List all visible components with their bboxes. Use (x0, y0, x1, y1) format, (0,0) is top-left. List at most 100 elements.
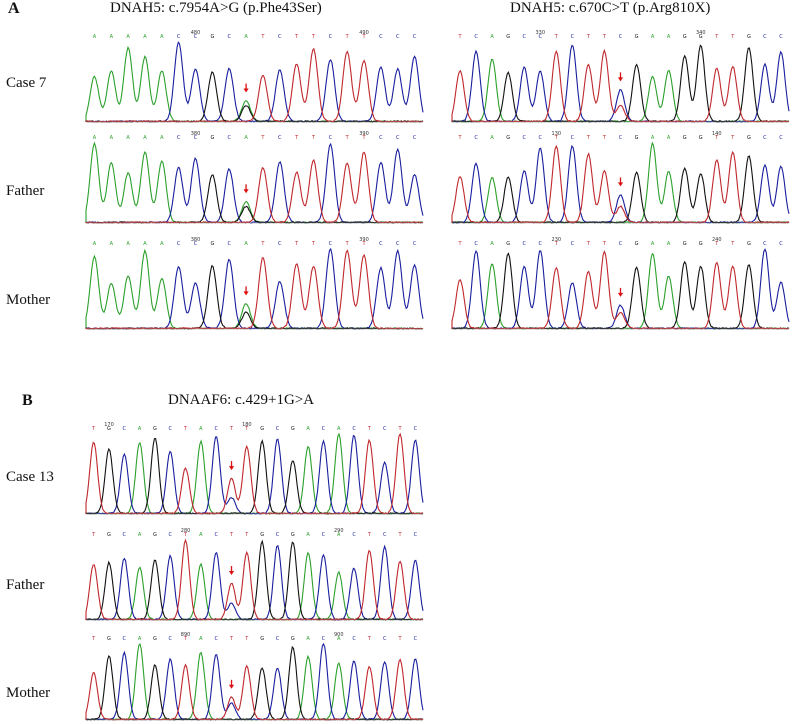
sequence-position-number: 340 (696, 30, 706, 36)
base-call-letter: A (138, 532, 142, 538)
sequence-position-number: 380 (191, 131, 201, 137)
base-call-letter: A (244, 34, 248, 40)
base-call-letter: T (397, 636, 402, 642)
base-call-letter: T (367, 532, 372, 538)
base-call-letter: G (683, 34, 687, 40)
base-call-letter: G (210, 34, 214, 40)
base-call-letter: C (123, 636, 127, 642)
trace-channel-a (451, 58, 789, 123)
base-call-letter: A (126, 34, 130, 40)
base-call-letter: C (779, 34, 783, 40)
base-call-letter: C (194, 241, 198, 247)
base-call-letter: T (294, 34, 299, 40)
base-call-letter: A (490, 241, 494, 247)
base-call-letter: C (177, 135, 181, 141)
base-call-letter: T (602, 135, 607, 141)
base-call-letter: T (244, 426, 249, 432)
base-call-letter: C (322, 426, 326, 432)
trace-channel-g (451, 252, 790, 330)
base-call-letter: C (522, 34, 526, 40)
sequence-position-number: 330 (535, 30, 545, 36)
base-call-letter: T (602, 34, 607, 40)
sequence-position-number: 280 (181, 528, 191, 534)
variant-arrow-icon (228, 566, 235, 576)
base-call-letter: C (214, 636, 218, 642)
base-call-letter: T (244, 636, 249, 642)
base-call-letter: A (160, 135, 164, 141)
base-call-letter: T (367, 636, 372, 642)
base-call-letter: T (397, 532, 402, 538)
base-call-letter: C (763, 34, 767, 40)
base-call-letter: C (619, 34, 623, 40)
base-call-letter: A (490, 135, 494, 141)
base-call-letter: T (229, 426, 234, 432)
base-call-letter: C (571, 135, 575, 141)
base-call-letter: C (227, 34, 231, 40)
base-call-letter: A (667, 135, 671, 141)
sequence-position-number: 230 (552, 237, 562, 243)
base-call-letter: A (93, 241, 97, 247)
chromatogram-mother-dnah5-arg810x: T C A G C C T C T T C G A A G G T T G C C 230 240 (451, 237, 790, 330)
base-call-letter: A (110, 135, 114, 141)
base-call-letter: T (311, 241, 316, 247)
base-call-letter: A (126, 241, 130, 247)
base-call-letter: A (93, 34, 97, 40)
sequence-position-number: 900 (334, 632, 344, 638)
base-call-letter: C (123, 426, 127, 432)
base-call-letter: G (747, 135, 751, 141)
base-call-letter: T (260, 34, 265, 40)
base-call-letter: A (244, 135, 248, 141)
base-call-letter: T (730, 34, 735, 40)
base-call-letter: A (110, 34, 114, 40)
variant-arrow-icon (228, 461, 235, 471)
base-call-letter: C (123, 532, 127, 538)
base-call-letter: C (414, 636, 418, 642)
base-call-letter: G (107, 636, 111, 642)
base-call-letter: C (322, 636, 326, 642)
base-call-letter: G (210, 135, 214, 141)
base-call-letter: C (539, 135, 543, 141)
base-call-letter: A (337, 636, 341, 642)
base-call-letter: T (260, 241, 265, 247)
base-call-letter: C (474, 241, 478, 247)
base-call-letter: T (91, 426, 96, 432)
base-call-letter: T (229, 636, 234, 642)
variant-arrow-icon (617, 287, 624, 297)
trace-channel-c (451, 44, 790, 123)
variant-arrow-icon (243, 286, 249, 296)
base-call-letter: T (311, 135, 316, 141)
variant-arrow-icon (617, 72, 624, 82)
base-call-letter: G (260, 426, 264, 432)
sequence-position-number: 890 (181, 632, 191, 638)
base-call-letter: T (554, 135, 559, 141)
base-call-letter: G (291, 636, 295, 642)
base-call-letter: C (352, 426, 356, 432)
base-call-letter: A (143, 34, 147, 40)
base-call-letter: T (361, 135, 366, 141)
base-call-letter: C (383, 532, 387, 538)
base-call-letter: T (554, 34, 559, 40)
base-call-letter: C (276, 426, 280, 432)
base-call-letter: T (586, 34, 591, 40)
trace-channel-t (451, 250, 790, 330)
base-call-letter: G (699, 135, 703, 141)
base-call-letter: G (291, 532, 295, 538)
base-call-letter: C (779, 241, 783, 247)
base-call-letter: A (651, 135, 655, 141)
base-call-letter: A (143, 135, 147, 141)
base-call-letter: C (414, 426, 418, 432)
sample-label-case-7: Case 7 (6, 75, 47, 91)
sequence-position-number: 480 (191, 30, 201, 36)
base-call-letter: A (143, 241, 147, 247)
base-call-letter: C (474, 135, 478, 141)
trace-channel-t (85, 249, 424, 330)
base-call-letter: G (635, 241, 639, 247)
chromatogram-mother-dnaaf6: T G C A G C T A C T T G C G A C A C T C T C 890 900 (85, 632, 424, 721)
base-call-letter: T (294, 241, 299, 247)
base-call-letter: C (763, 135, 767, 141)
variant-arrow-icon (228, 679, 235, 689)
sequence-position-number: 290 (334, 528, 344, 534)
base-call-letter: A (651, 34, 655, 40)
sequence-position-number: 390 (359, 237, 369, 243)
